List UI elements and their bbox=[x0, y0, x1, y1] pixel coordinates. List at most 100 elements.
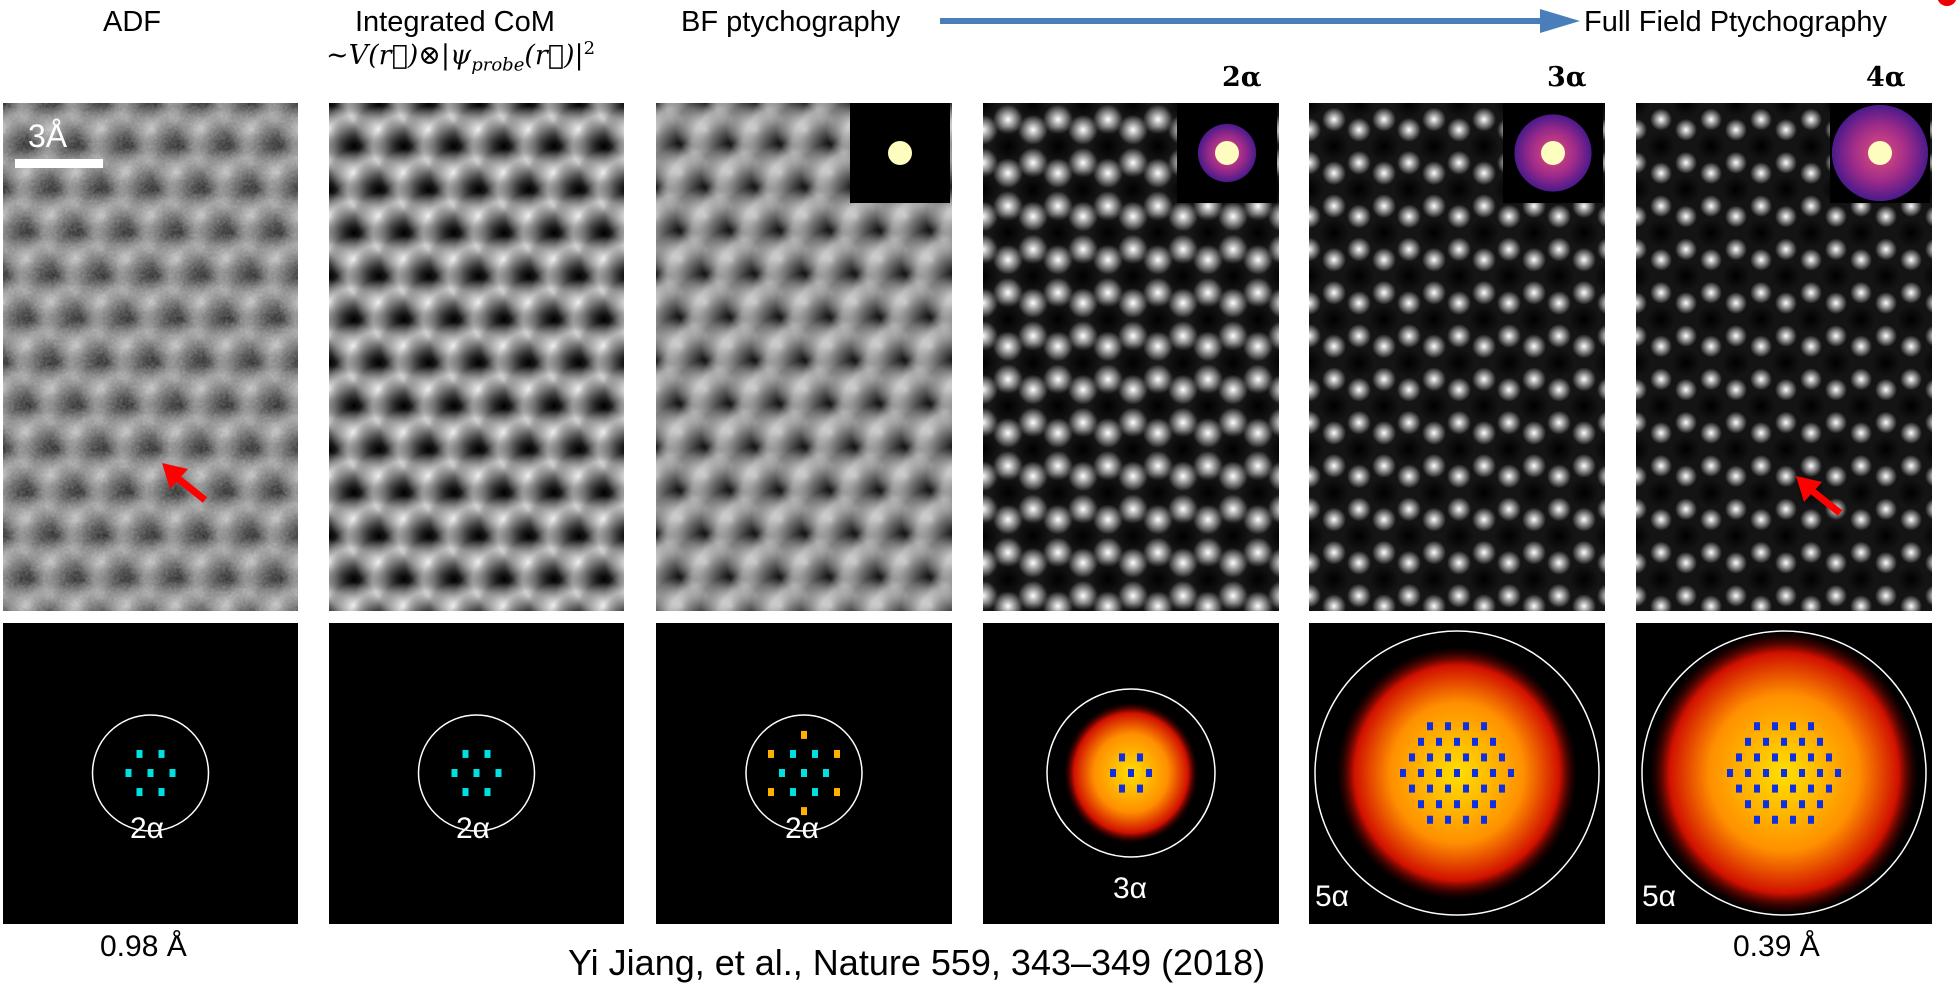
bragg-spot bbox=[1790, 815, 1796, 824]
lattice-hole bbox=[1846, 391, 1876, 421]
lattice-hole bbox=[1696, 565, 1726, 594]
red-arrow-icon bbox=[162, 463, 208, 503]
bragg-spot bbox=[1745, 800, 1751, 809]
atom-column bbox=[1750, 508, 1772, 531]
atom-column bbox=[1725, 118, 1747, 141]
atom-column bbox=[1018, 114, 1048, 145]
lattice-hole bbox=[1013, 343, 1053, 383]
atom-column bbox=[1675, 378, 1697, 401]
atom-column bbox=[1218, 494, 1248, 525]
atom-column bbox=[1472, 367, 1496, 392]
lattice-hole bbox=[1038, 386, 1078, 426]
lattice-hole bbox=[1746, 478, 1776, 508]
bragg-spot bbox=[1508, 769, 1514, 777]
atom-column bbox=[1850, 541, 1872, 564]
lattice-hole bbox=[1636, 521, 1651, 551]
atom-column bbox=[1093, 417, 1123, 448]
atom-column bbox=[1675, 551, 1697, 574]
bragg-spot bbox=[495, 769, 502, 777]
diffraction-2a bbox=[983, 623, 1279, 924]
formula-exponent: 2 bbox=[583, 38, 596, 59]
lattice-hole bbox=[1309, 103, 1325, 119]
lattice-hole bbox=[1167, 603, 1199, 611]
bragg-spot bbox=[1436, 769, 1442, 777]
lattice-hole bbox=[1138, 213, 1178, 253]
atom-column bbox=[1397, 323, 1421, 348]
lattice-hole bbox=[1063, 103, 1103, 123]
lattice-hole bbox=[1771, 521, 1801, 551]
diffraction-label: 2α bbox=[456, 812, 491, 845]
atom-column bbox=[1068, 461, 1098, 492]
lattice-hole bbox=[1543, 347, 1575, 379]
atom-column bbox=[1700, 595, 1722, 611]
lattice-hole bbox=[1013, 429, 1053, 469]
atom-column bbox=[1636, 378, 1647, 401]
atom-column bbox=[1243, 417, 1273, 448]
bragg-spot bbox=[1754, 753, 1760, 762]
atom-column bbox=[1925, 292, 1932, 314]
lattice-hole bbox=[1518, 217, 1550, 249]
diffraction-label: 5α bbox=[1315, 880, 1350, 913]
atom-column bbox=[1068, 374, 1098, 405]
atom-column bbox=[1472, 247, 1496, 272]
atom-column bbox=[1193, 364, 1223, 395]
atom-column bbox=[1168, 234, 1198, 265]
lattice-hole bbox=[1796, 391, 1826, 421]
lattice-hole bbox=[1568, 217, 1600, 249]
atom-column bbox=[1850, 508, 1872, 531]
diffraction-bf bbox=[656, 623, 952, 924]
lattice-hole bbox=[1088, 386, 1128, 426]
probe-label-3a: 3α bbox=[1547, 62, 1587, 93]
atom-column bbox=[1193, 244, 1223, 275]
bragg-spot bbox=[1445, 753, 1451, 762]
atom-column bbox=[1143, 504, 1173, 535]
atom-column bbox=[1118, 494, 1148, 525]
bragg-spot bbox=[1499, 753, 1505, 762]
atom-column bbox=[1675, 205, 1697, 228]
bragg-spot bbox=[1763, 800, 1769, 809]
atom-column bbox=[1572, 453, 1596, 478]
lattice-hole bbox=[1088, 213, 1128, 253]
atom-column bbox=[1547, 377, 1571, 402]
atom-column bbox=[1143, 417, 1173, 448]
atom-column bbox=[1750, 335, 1772, 358]
atom-column bbox=[1650, 368, 1672, 391]
atom-column bbox=[1472, 594, 1496, 611]
atom-column bbox=[1725, 292, 1747, 315]
atom-column bbox=[1397, 377, 1421, 402]
lattice-hole bbox=[1543, 433, 1575, 466]
lattice-hole bbox=[1796, 218, 1826, 248]
lattice-hole bbox=[1368, 477, 1400, 509]
bragg-spot bbox=[1445, 784, 1451, 793]
lattice-hole bbox=[1927, 608, 1932, 611]
lattice-hole bbox=[1138, 300, 1178, 340]
bragg-spot bbox=[1454, 737, 1460, 746]
bragg-spot bbox=[484, 749, 491, 758]
atom-column bbox=[1347, 377, 1371, 402]
atom-column bbox=[1372, 507, 1396, 532]
atom-column bbox=[1497, 583, 1521, 608]
atom-column bbox=[1522, 334, 1546, 359]
resolution-adf: 0.98 Å bbox=[100, 930, 187, 963]
atom-column bbox=[1800, 162, 1822, 185]
atom-column bbox=[1143, 277, 1173, 308]
lattice-hole bbox=[1138, 386, 1178, 426]
atom-column bbox=[1850, 368, 1872, 391]
atom-column bbox=[1725, 411, 1747, 434]
lattice-hole bbox=[1063, 343, 1103, 383]
lattice-hole bbox=[1646, 391, 1676, 421]
atom-column bbox=[1309, 583, 1321, 608]
atom-column bbox=[951, 425, 952, 441]
bragg-spot bbox=[1418, 737, 1424, 746]
lattice-hole bbox=[1393, 103, 1425, 119]
lattice-hole bbox=[1238, 300, 1278, 340]
atom-column bbox=[1143, 364, 1173, 395]
atom-column bbox=[1422, 334, 1446, 359]
atom-column bbox=[1800, 541, 1822, 564]
atom-column bbox=[1218, 288, 1248, 319]
formula-r2: r⃗ bbox=[534, 40, 564, 71]
lattice-hole bbox=[1017, 603, 1049, 611]
bragg-spot bbox=[1808, 722, 1814, 731]
lattice-hole bbox=[988, 386, 1028, 426]
atom-column bbox=[1018, 288, 1048, 319]
